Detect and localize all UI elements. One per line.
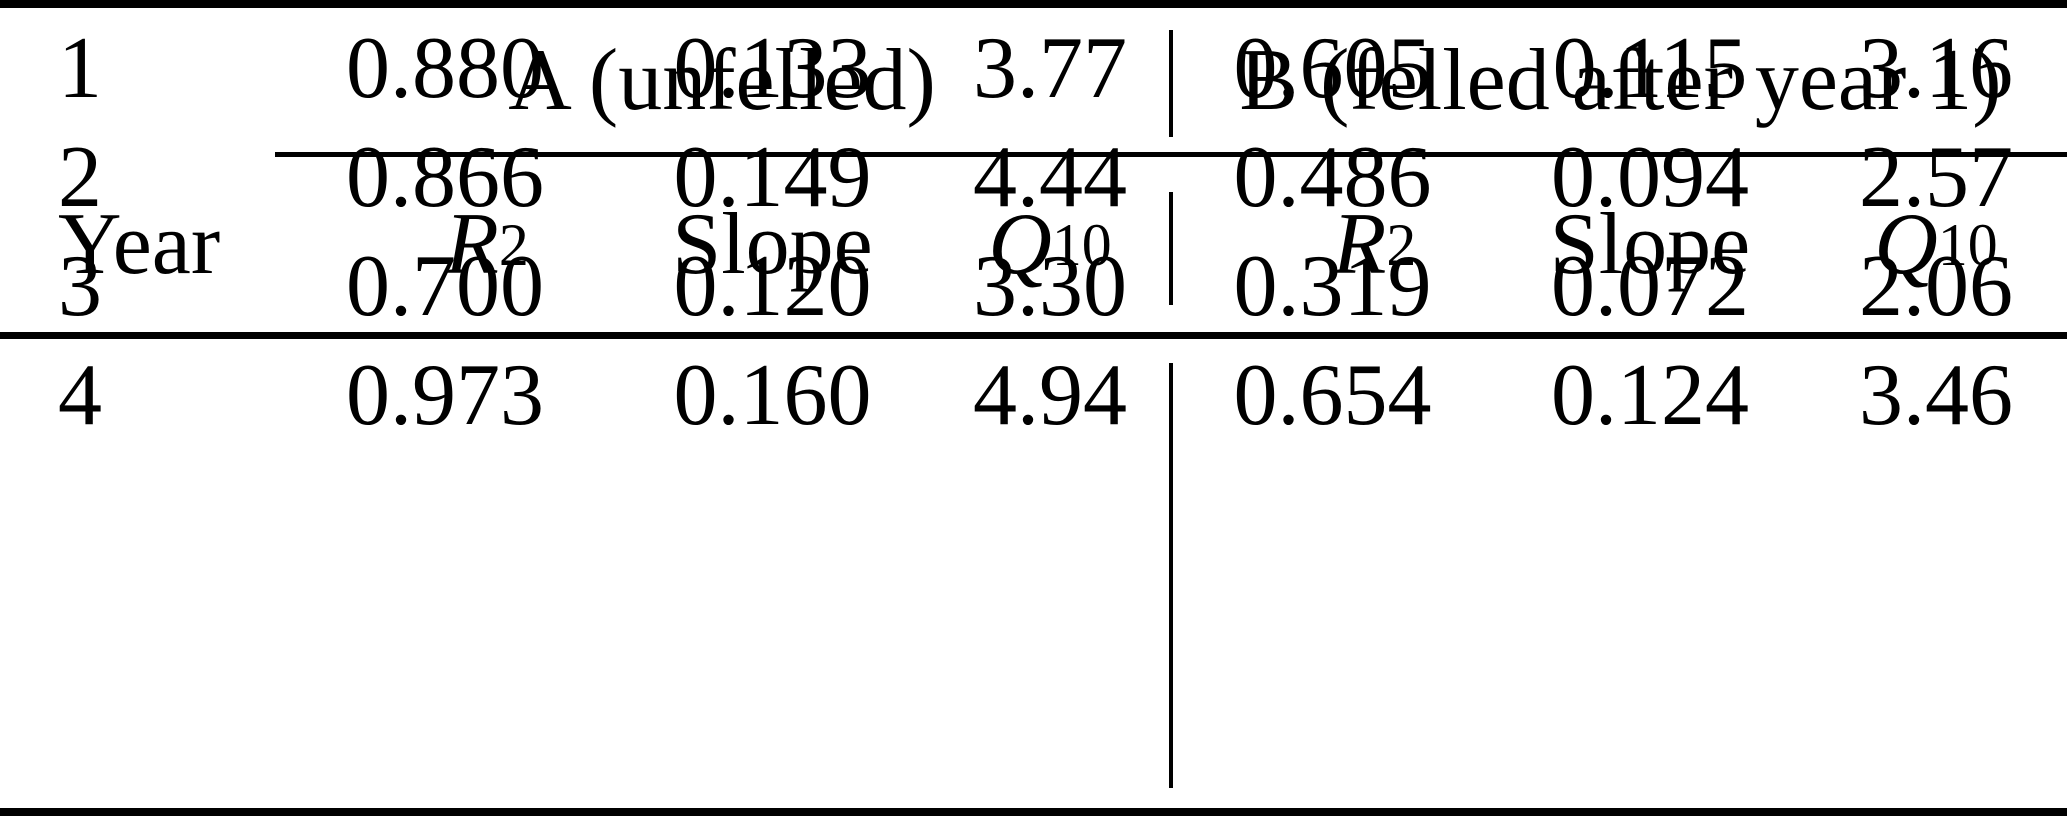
cell-a-q10: 4.44 — [973, 129, 1127, 226]
r2-symbol: R — [445, 196, 499, 293]
table-row: 2 0.866 0.149 4.44 0.486 0.094 2.57 — [0, 123, 2067, 232]
cell-a-r2: 0.973 — [346, 347, 544, 444]
cell-a-slope: 0.149 — [673, 129, 872, 226]
cell-year: 1 — [58, 20, 102, 117]
cell-a-slope: 0.133 — [673, 20, 872, 117]
cell-b-r2: 0.605 — [1233, 20, 1432, 117]
cell-b-r2: 0.654 — [1233, 347, 1432, 444]
col-header-q10-b: Q 10 — [1874, 196, 1998, 293]
cell-a-r2: 0.880 — [346, 20, 544, 117]
table-row: 3 0.700 0.120 3.30 0.319 0.072 2.06 — [0, 232, 2067, 341]
group-separator-rule — [1169, 363, 1173, 788]
group-header-a: A (unfelled) — [508, 31, 936, 129]
cell-b-slope: 0.115 — [1552, 20, 1748, 117]
cell-a-r2: 0.700 — [346, 238, 544, 335]
cell-a-q10: 3.30 — [973, 238, 1127, 335]
cell-a-q10: 3.77 — [973, 20, 1127, 117]
table-row: 4 0.973 0.160 4.94 0.654 0.124 3.46 — [0, 341, 2067, 450]
cmid-rule — [275, 152, 2067, 157]
cell-b-r2: 0.486 — [1233, 129, 1432, 226]
cell-year: 3 — [58, 238, 102, 335]
col-header-year: Year — [58, 196, 221, 293]
r2-symbol: R — [1332, 196, 1387, 293]
group-header-b: B (felled after year 1) — [1239, 31, 2002, 129]
cell-year: 4 — [58, 347, 102, 444]
col-header-slope-a: Slope — [672, 196, 873, 293]
cell-b-slope: 0.124 — [1551, 347, 1749, 444]
cell-b-q10: 2.57 — [1859, 129, 2013, 226]
table-body: 1 0.880 0.133 3.77 0.605 0.115 3.16 2 0.… — [0, 14, 2067, 450]
group-separator-rule — [1169, 30, 1173, 137]
cell-b-q10: 3.16 — [1859, 20, 2013, 117]
header-rule — [0, 332, 2067, 339]
cell-a-q10: 4.94 — [973, 347, 1127, 444]
col-header-q10-a: Q 10 — [988, 196, 1112, 293]
cell-a-slope: 0.120 — [673, 238, 872, 335]
cell-b-slope: 0.072 — [1551, 238, 1749, 335]
bottom-rule — [0, 808, 2067, 816]
cell-b-r2: 0.319 — [1233, 238, 1432, 335]
q10-symbol: Q — [988, 196, 1052, 293]
group-separator-rule — [1169, 192, 1173, 305]
col-header-slope-b: Slope — [1549, 196, 1751, 293]
cell-year: 2 — [58, 129, 102, 226]
cell-a-slope: 0.160 — [673, 347, 872, 444]
cell-a-r2: 0.866 — [346, 129, 544, 226]
q10-symbol: Q — [1874, 196, 1938, 293]
cell-b-q10: 3.46 — [1859, 347, 2013, 444]
top-rule — [0, 0, 2067, 8]
cell-b-slope: 0.094 — [1551, 129, 1749, 226]
table-row: 1 0.880 0.133 3.77 0.605 0.115 3.16 — [0, 14, 2067, 123]
group-header-row: A (unfelled) B (felled after year 1) — [0, 8, 2067, 152]
cell-b-q10: 2.06 — [1859, 238, 2013, 335]
